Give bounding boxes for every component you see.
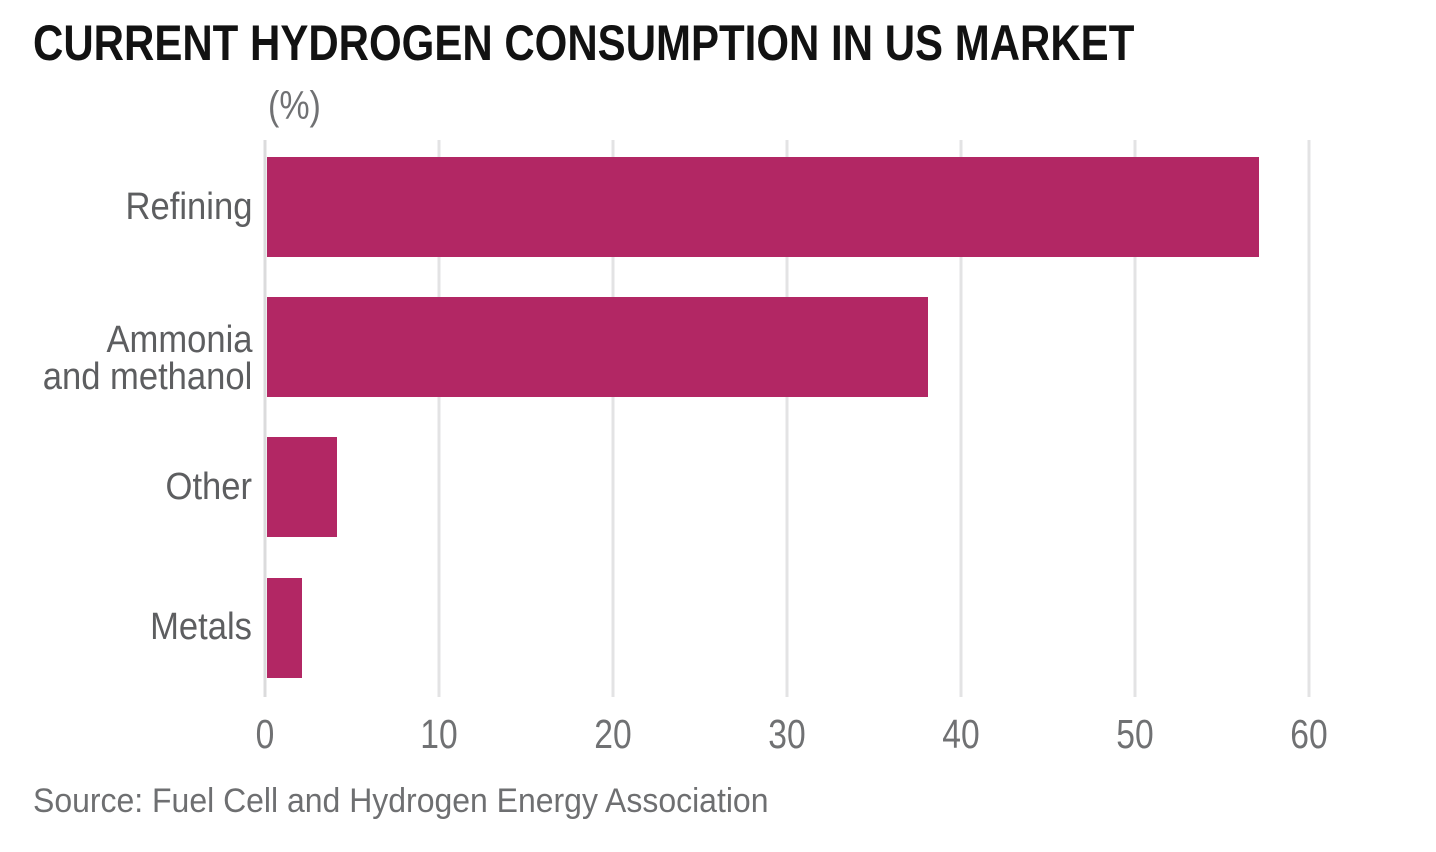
gridline-x-50: [1133, 140, 1137, 697]
bar-other: [267, 437, 337, 538]
y-axis-line: [263, 140, 267, 697]
axis-unit-label: (%): [268, 84, 321, 128]
x-tick-label-40: 40: [942, 711, 980, 757]
category-label-ammonia-and-methanol: Ammonia and methanol: [0, 309, 252, 409]
gridline-x-40: [959, 140, 963, 697]
category-label-refining: Refining: [0, 157, 252, 257]
category-label-line: Other: [165, 465, 252, 508]
chart-title: CURRENT HYDROGEN CONSUMPTION IN US MARKE…: [33, 15, 1135, 71]
category-label-line: and methanol: [42, 356, 252, 399]
x-tick-label-0: 0: [255, 711, 275, 757]
category-label-metals: Metals: [0, 578, 252, 678]
source-note: Source: Fuel Cell and Hydrogen Energy As…: [33, 782, 769, 820]
bar-refining: [267, 157, 1259, 257]
x-tick-label-20: 20: [594, 711, 632, 757]
x-tick-label-50: 50: [1116, 711, 1154, 757]
category-label-line: Ammonia: [105, 319, 252, 362]
x-tick-label-10: 10: [420, 711, 458, 757]
gridline-x-10: [437, 140, 441, 697]
plot-area: 0 10 20 30 40 50 60: [256, 140, 1328, 757]
category-label-line: Metals: [150, 606, 252, 648]
gridline-x-30: [785, 140, 789, 697]
gridline-x-60: [1307, 140, 1311, 697]
bar-metals: [267, 577, 302, 678]
bar-ammonia-and-methanol: [267, 297, 929, 398]
gridline-x-20: [611, 140, 615, 697]
category-label-other: Other: [0, 437, 252, 537]
x-tick-label-60: 60: [1290, 711, 1328, 757]
category-label-line: Refining: [125, 185, 252, 228]
x-tick-label-30: 30: [768, 711, 806, 757]
